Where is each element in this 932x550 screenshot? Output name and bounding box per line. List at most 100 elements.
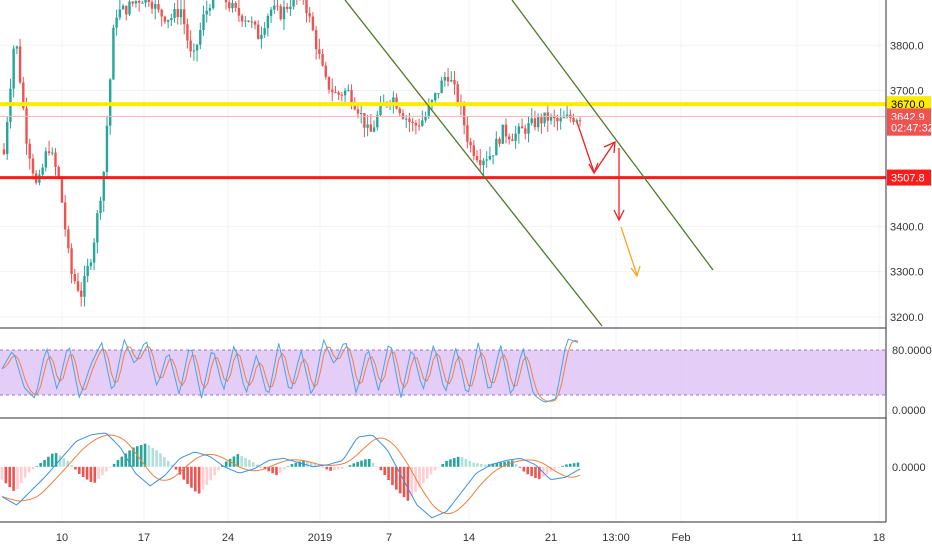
macd-histogram-bar — [20, 466, 23, 484]
macd-histogram-bar — [12, 466, 15, 491]
candle — [192, 43, 196, 61]
candle — [183, 0, 186, 35]
candle — [498, 136, 501, 148]
candle — [533, 110, 537, 131]
time-tick-label: 21 — [545, 532, 557, 544]
macd-histogram-bar — [186, 466, 189, 484]
candle — [237, 0, 241, 23]
macd-histogram-bar — [120, 456, 124, 467]
candle — [80, 281, 83, 307]
macd-histogram-bar — [174, 466, 178, 470]
stochastic-pane[interactable] — [0, 338, 886, 403]
candle — [337, 90, 340, 101]
stochastic-band — [0, 350, 886, 395]
candle — [112, 24, 115, 80]
candle — [405, 115, 408, 129]
candle — [372, 120, 376, 133]
candle — [202, 5, 205, 36]
macd-histogram-bar — [433, 466, 437, 471]
macd-histogram-bar — [538, 466, 541, 480]
time-axis[interactable]: 10 17 24 2019 7 14 21 13:00 Feb 11 18 — [56, 532, 885, 544]
stochastic-axis[interactable]: 80.0000 0.0000 — [892, 345, 932, 417]
candle — [199, 22, 202, 50]
candle — [466, 116, 469, 149]
candle — [150, 0, 154, 14]
macd-histogram-bar — [356, 461, 359, 467]
stochastic-k-line — [1, 338, 579, 403]
candle — [517, 123, 521, 144]
candle — [501, 124, 504, 145]
candle — [366, 114, 369, 137]
time-tick-label: 7 — [386, 532, 392, 544]
macd-histogram-bar — [329, 466, 332, 471]
macd-histogram-bar — [306, 461, 309, 467]
resistance-price-label: 3670.0 — [887, 96, 931, 113]
macd-pane[interactable] — [0, 432, 581, 519]
candle — [511, 133, 514, 142]
macd-histogram-bar — [116, 460, 120, 467]
time-tick-label: 17 — [138, 532, 150, 544]
candle — [540, 113, 543, 134]
macd-histogram-bar — [418, 466, 421, 488]
candle — [28, 138, 31, 170]
candle — [472, 140, 476, 161]
macd-histogram-bar — [78, 466, 81, 474]
candle — [173, 3, 176, 23]
candle — [553, 109, 556, 128]
candle — [253, 20, 257, 30]
candle — [99, 196, 102, 220]
macd-axis[interactable]: 0.0000 — [892, 462, 926, 474]
time-tick-label: 2019 — [308, 532, 332, 544]
price-pane[interactable] — [0, 0, 886, 327]
channel-upper-line[interactable] — [511, 0, 714, 271]
macd-histogram-bar — [108, 466, 112, 468]
channel-lower-line[interactable] — [344, 0, 603, 327]
macd-histogram-bar — [81, 466, 85, 478]
candle — [47, 140, 51, 156]
price-tick-label: 3700.0 — [890, 86, 924, 98]
candle — [118, 0, 122, 21]
price-axis[interactable]: 3800.0 3700.0 3400.0 3300.0 3200.0 — [890, 40, 924, 324]
macd-histogram-bar — [248, 459, 251, 467]
candle — [86, 258, 89, 283]
candle — [424, 111, 427, 123]
candle — [292, 0, 295, 10]
price-tick-label: 3800.0 — [890, 40, 924, 52]
candle — [137, 0, 141, 12]
price-tick-label: 3200.0 — [890, 312, 924, 324]
macd-histogram-bar — [499, 462, 502, 467]
candle — [141, 0, 144, 4]
macd-histogram-bar — [182, 466, 185, 480]
candle — [308, 7, 311, 23]
macd-histogram-bar — [367, 458, 371, 467]
candle — [530, 108, 533, 126]
macd-histogram-bar — [522, 466, 526, 472]
macd-histogram-bar — [391, 466, 394, 486]
macd-histogram-bar — [58, 455, 62, 467]
time-tick-label: 18 — [873, 532, 885, 544]
macd-histogram-bar — [263, 466, 267, 470]
macd-histogram-bar — [271, 466, 274, 474]
macd-histogram-bar — [166, 460, 170, 467]
candle — [224, 0, 228, 10]
macd-histogram-bar — [576, 462, 580, 467]
macd-histogram-bar — [105, 466, 108, 472]
macd-histogram-bar — [85, 466, 89, 480]
macd-histogram-bar — [193, 466, 197, 492]
svg-text:3670.0: 3670.0 — [891, 99, 925, 111]
candle — [508, 133, 511, 145]
candle — [273, 0, 276, 14]
stochastic-d-line — [1, 339, 579, 402]
macd-histogram-bar — [136, 446, 139, 467]
macd-histogram-bar — [406, 466, 410, 501]
macd-histogram-bar — [437, 466, 441, 468]
candle — [63, 194, 67, 237]
candle — [250, 16, 253, 29]
macd-histogram-bar — [572, 463, 576, 467]
candle — [176, 0, 179, 25]
candle — [195, 43, 199, 62]
macd-histogram-bar — [197, 466, 201, 494]
macd-histogram-bar — [460, 457, 464, 467]
